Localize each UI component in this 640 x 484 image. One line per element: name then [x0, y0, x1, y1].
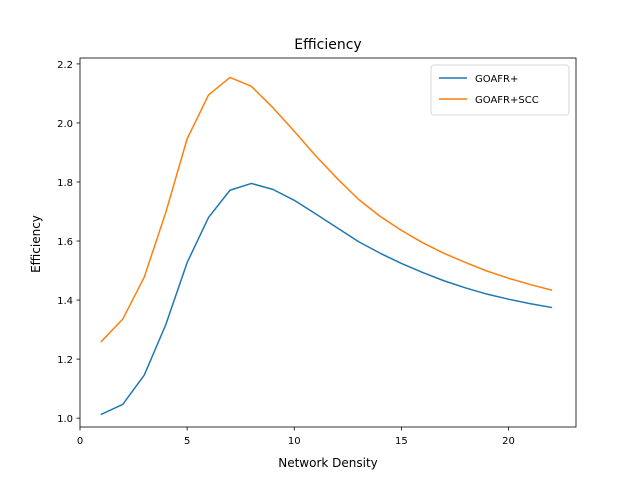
x-tick-label: 20 [502, 436, 515, 447]
y-tick-label: 1.6 [57, 237, 73, 248]
x-axis-label: Network Density [278, 456, 378, 470]
legend-label-2: GOAFR+SCC [475, 95, 539, 106]
legend-label-1: GOAFR+ [475, 74, 518, 85]
y-axis-label: Efficiency [29, 215, 43, 273]
y-tick-label: 1.0 [57, 414, 73, 425]
plot-area: 0 5 10 15 20 1.0 1.2 1.4 1.6 1.8 2.0 2.2 [57, 57, 577, 447]
legend-box [430, 64, 570, 116]
y-tick-label: 2.2 [57, 60, 73, 71]
y-tick-label: 1.2 [57, 355, 73, 366]
x-tick-label: 0 [77, 436, 83, 447]
x-tick-label: 10 [288, 436, 301, 447]
series-line-1 [100, 182, 553, 416]
legend: GOAFR+ GOAFR+SCC [430, 64, 570, 116]
x-tick-label: 15 [395, 436, 408, 447]
chart-title: Efficiency [294, 37, 361, 53]
y-tick-label: 2.0 [57, 119, 73, 130]
series-line-2 [100, 76, 553, 343]
plot-frame [79, 57, 577, 428]
y-tick-label: 1.4 [57, 296, 73, 307]
y-tick-label: 1.8 [57, 178, 73, 189]
x-tick-label: 5 [184, 436, 190, 447]
